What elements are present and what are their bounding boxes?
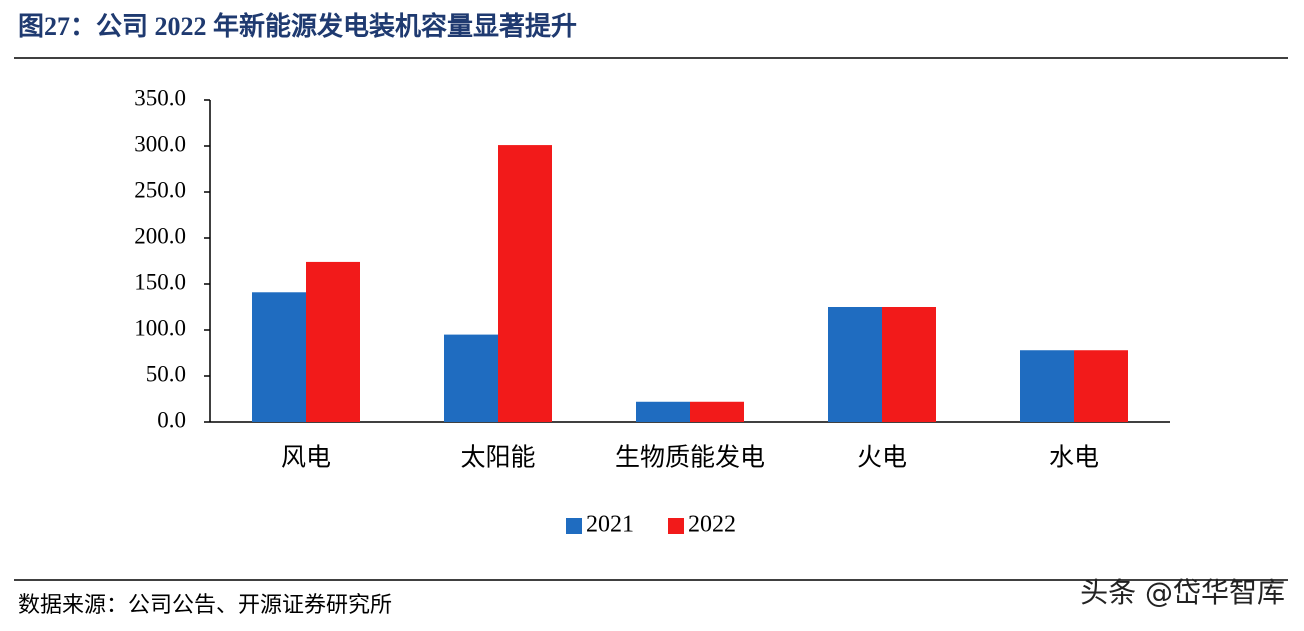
bar [1020, 350, 1074, 422]
bar [498, 145, 552, 422]
watermark: 头条 @岱华智库 [1080, 576, 1285, 609]
x-tick-label: 风电 [281, 444, 331, 472]
y-tick-label: 100.0 [134, 315, 186, 340]
y-tick-label: 200.0 [134, 223, 186, 248]
x-tick-label: 太阳能 [460, 444, 535, 472]
bar [306, 261, 360, 422]
bar [444, 334, 498, 422]
y-tick-label: 300.0 [134, 131, 186, 156]
bar [636, 401, 690, 422]
y-tick-label: 250.0 [134, 177, 186, 202]
bar [1074, 350, 1128, 422]
bar [882, 307, 936, 422]
x-tick-label: 火电 [857, 444, 907, 472]
y-tick-label: 0.0 [157, 407, 186, 432]
y-tick-label: 150.0 [134, 269, 186, 294]
y-tick-label: 350.0 [134, 85, 186, 110]
y-tick-label: 50.0 [146, 361, 186, 386]
x-tick-label: 生物质能发电 [615, 444, 765, 472]
x-tick-label: 水电 [1049, 444, 1099, 472]
bar [252, 292, 306, 422]
source: 数据来源：公司公告、开源证券研究所 [18, 592, 392, 617]
legend-swatch [668, 518, 684, 534]
bar [690, 401, 744, 422]
chart-title: 图27：公司 2022 年新能源发电装机容量显著提升 [18, 11, 577, 41]
bar [828, 307, 882, 422]
legend-label: 2022 [688, 512, 736, 538]
legend-swatch [566, 518, 582, 534]
legend-label: 2021 [586, 512, 634, 538]
